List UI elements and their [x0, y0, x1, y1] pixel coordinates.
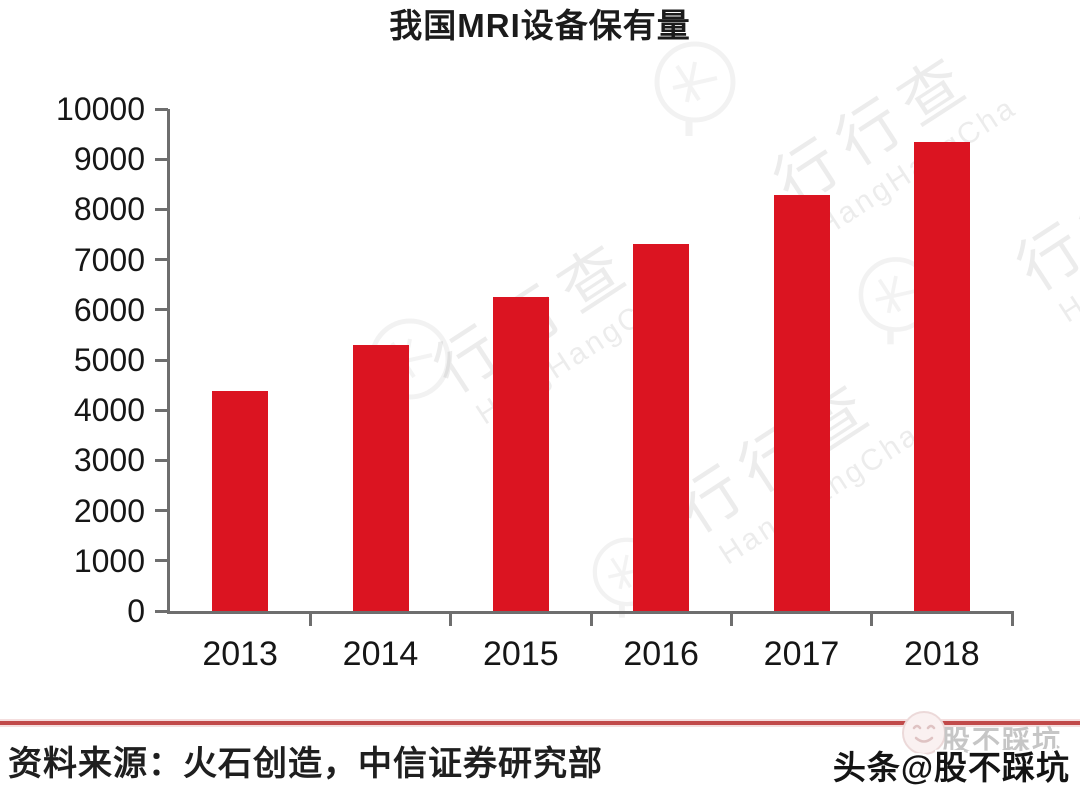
- x-axis-tick: [1010, 611, 1014, 626]
- smiley-logo-icon: [902, 711, 946, 755]
- y-axis-tick: [155, 559, 168, 563]
- y-axis-tick: [155, 458, 168, 462]
- plot-area: 0 1000 2000 3000 4000 5000 6000 7000 8000 9000 100…: [56, 93, 1014, 673]
- x-axis-tick: [449, 611, 453, 626]
- y-axis-tick-label: 9000: [73, 141, 145, 178]
- x-axis-tick: [589, 611, 593, 626]
- y-axis-tick-label: 0: [127, 593, 145, 629]
- hanghangcha-watermark: 行行查 HangHangCha: [1005, 118, 1080, 333]
- bar-2017: [773, 194, 830, 611]
- ghost-watermark-text: 股不踩坑: [941, 725, 1062, 756]
- y-axis-tick-label: 3000: [73, 442, 145, 479]
- bar-2013: [212, 391, 269, 611]
- y-axis-tick: [155, 157, 168, 161]
- y-axis-tick: [155, 408, 168, 412]
- x-axis-tick: [870, 611, 874, 626]
- y-axis-tick-label: 5000: [73, 342, 145, 378]
- y-axis-tick: [155, 609, 168, 613]
- x-axis-label: 2017: [763, 635, 840, 673]
- x-axis-label: 2015: [483, 635, 559, 673]
- x-axis-tick: [308, 611, 312, 626]
- x-axis-label: 2013: [202, 635, 278, 673]
- bar-2015: [492, 296, 549, 611]
- watermark-cjk-text: 行行查: [1005, 125, 1080, 305]
- y-axis-tick-label: 2000: [73, 492, 145, 529]
- bar-2016: [633, 243, 690, 611]
- source-text: 资料来源：火石创造，中信证券研究部: [8, 745, 603, 783]
- x-axis-label: 2014: [342, 635, 419, 673]
- y-axis-tick: [155, 258, 168, 262]
- watermark-latin-text: HangHangCha: [1053, 175, 1080, 330]
- footer-divider: [0, 721, 1080, 725]
- y-axis-tick-label: 7000: [73, 241, 145, 278]
- y-axis-tick: [155, 207, 168, 211]
- bar-2018: [913, 142, 970, 611]
- y-axis-tick-label: 10000: [56, 91, 145, 127]
- y-axis-tick-label: 1000: [73, 542, 145, 579]
- y-axis-tick-label: 8000: [73, 191, 145, 228]
- toutiao-handle-text: 头条@股不踩坑: [832, 749, 1070, 786]
- chart-title: 我国MRI设备保有量: [389, 7, 691, 44]
- y-axis-tick-label: 4000: [73, 392, 145, 429]
- y-axis-tick: [155, 308, 168, 312]
- x-axis-tick: [729, 611, 733, 626]
- y-axis-tick-label: 6000: [73, 291, 145, 328]
- y-axis-tick: [155, 358, 168, 362]
- y-axis-tick: [155, 509, 168, 513]
- bar-2014: [352, 345, 409, 611]
- x-axis-label: 2016: [623, 635, 699, 673]
- x-axis-label: 2018: [904, 635, 980, 673]
- y-axis-tick: [155, 107, 168, 111]
